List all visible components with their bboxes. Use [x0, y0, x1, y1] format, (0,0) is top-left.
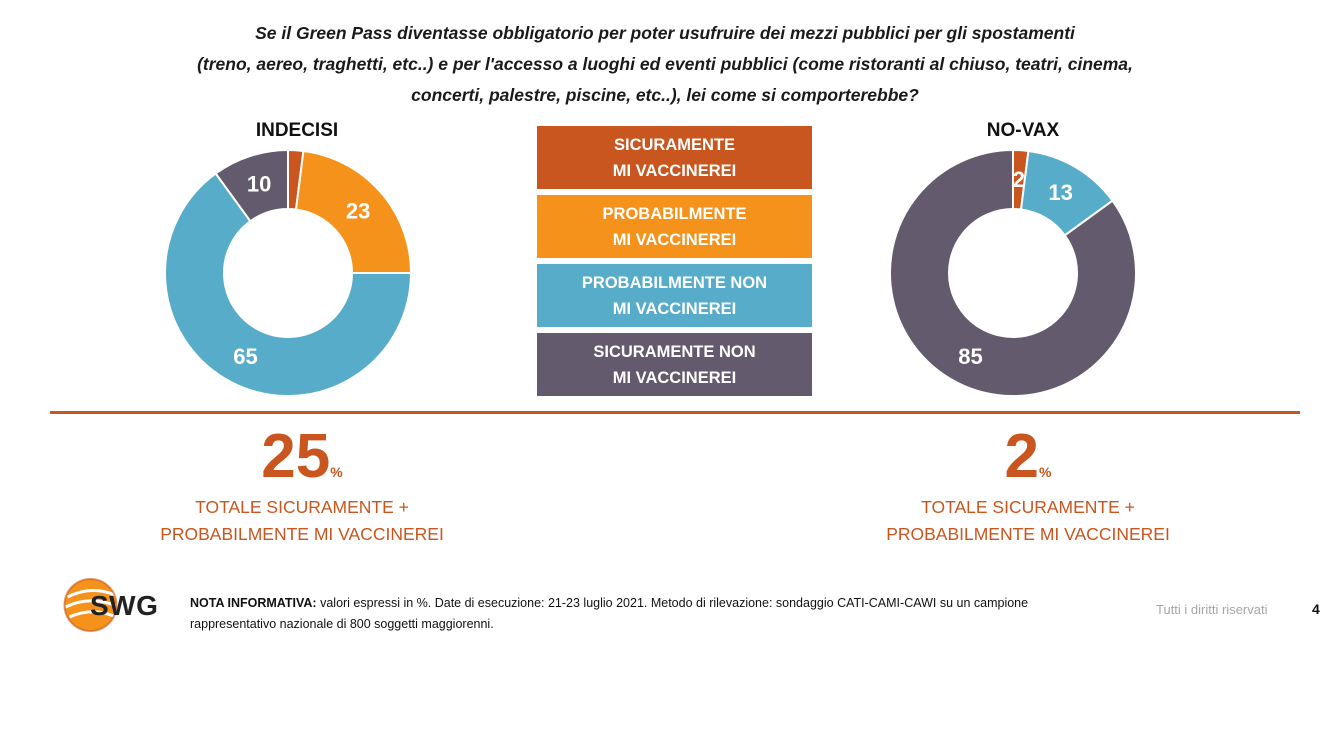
- legend-label: SICURAMENTE: [613, 135, 735, 154]
- total-novax: 2% TOTALE SICURAMENTE + PROBABILMENTE MI…: [848, 420, 1208, 548]
- donut-slice: [214, 148, 289, 223]
- legend-label: PROBABILMENTE: [602, 204, 747, 223]
- data-label: 10: [247, 172, 271, 197]
- data-label: 85: [958, 344, 982, 369]
- legend-label: MI VACCINEREI: [612, 299, 737, 318]
- legend-item-sicuramente-non: SICURAMENTE NON MI VACCINEREI: [537, 333, 812, 396]
- legend-label: MI VACCINEREI: [612, 368, 737, 387]
- note-label: NOTA INFORMATIVA:: [190, 596, 317, 610]
- legend-label: MI VACCINEREI: [612, 230, 737, 249]
- legend: SICURAMENTE MI VACCINEREI PROBABILMENTE …: [537, 126, 812, 402]
- data-label: 23: [346, 199, 370, 224]
- legend-label: MI VACCINEREI: [612, 161, 737, 180]
- total-unit: %: [330, 464, 343, 480]
- logo-text: SWG: [90, 590, 159, 621]
- page-number: 4: [1312, 601, 1320, 617]
- note-text: valori espressi in %. Date di esecuzione…: [190, 596, 1029, 631]
- question-line-1: Se il Green Pass diventasse obbligatorio…: [255, 23, 1075, 43]
- rights-notice: Tutti i diritti riservati: [1156, 602, 1268, 617]
- section-divider: [50, 411, 1300, 414]
- chart-title-indecisi: INDECISI: [255, 120, 339, 141]
- legend-item-probabilmente-non: PROBABILMENTE NON MI VACCINEREI: [537, 264, 812, 327]
- data-label: 65: [233, 344, 257, 369]
- swg-logo-icon: [63, 578, 118, 632]
- total-label: PROBABILMENTE MI VACCINEREI: [160, 524, 444, 544]
- legend-item-probabilmente: PROBABILMENTE MI VACCINEREI: [537, 195, 812, 258]
- donut-slice: [164, 172, 413, 397]
- total-value: 25: [261, 422, 331, 491]
- chart-title-novax: NO-VAX: [986, 120, 1060, 141]
- donut-slice: [294, 149, 413, 274]
- total-label: TOTALE SICURAMENTE +: [921, 497, 1135, 517]
- donut-chart-indecisi: 2 23 65 10: [164, 145, 413, 397]
- note-informativa: NOTA INFORMATIVA: valori espressi in %. …: [190, 593, 1070, 635]
- donut-chart-novax: 2 13 85: [889, 148, 1137, 397]
- total-indecisi: 25% TOTALE SICURAMENTE + PROBABILMENTE M…: [122, 420, 482, 548]
- data-label: 2: [290, 145, 302, 149]
- total-value: 2: [1004, 422, 1040, 491]
- legend-label: SICURAMENTE NON: [593, 342, 756, 361]
- donut-slice: [889, 148, 1137, 397]
- question-line-2: (treno, aereo, traghetti, etc..) e per l…: [197, 54, 1133, 74]
- total-unit: %: [1039, 464, 1052, 480]
- total-label: PROBABILMENTE MI VACCINEREI: [886, 524, 1170, 544]
- question-line-3: concerti, palestre, piscine, etc..), lei…: [411, 85, 919, 105]
- data-label: 13: [1048, 180, 1072, 205]
- legend-item-sicuramente: SICURAMENTE MI VACCINEREI: [537, 126, 812, 189]
- total-label: TOTALE SICURAMENTE +: [195, 497, 409, 517]
- survey-question: Se il Green Pass diventasse obbligatorio…: [160, 18, 1170, 111]
- data-label: 2: [1013, 167, 1025, 192]
- legend-label: PROBABILMENTE NON: [581, 273, 768, 292]
